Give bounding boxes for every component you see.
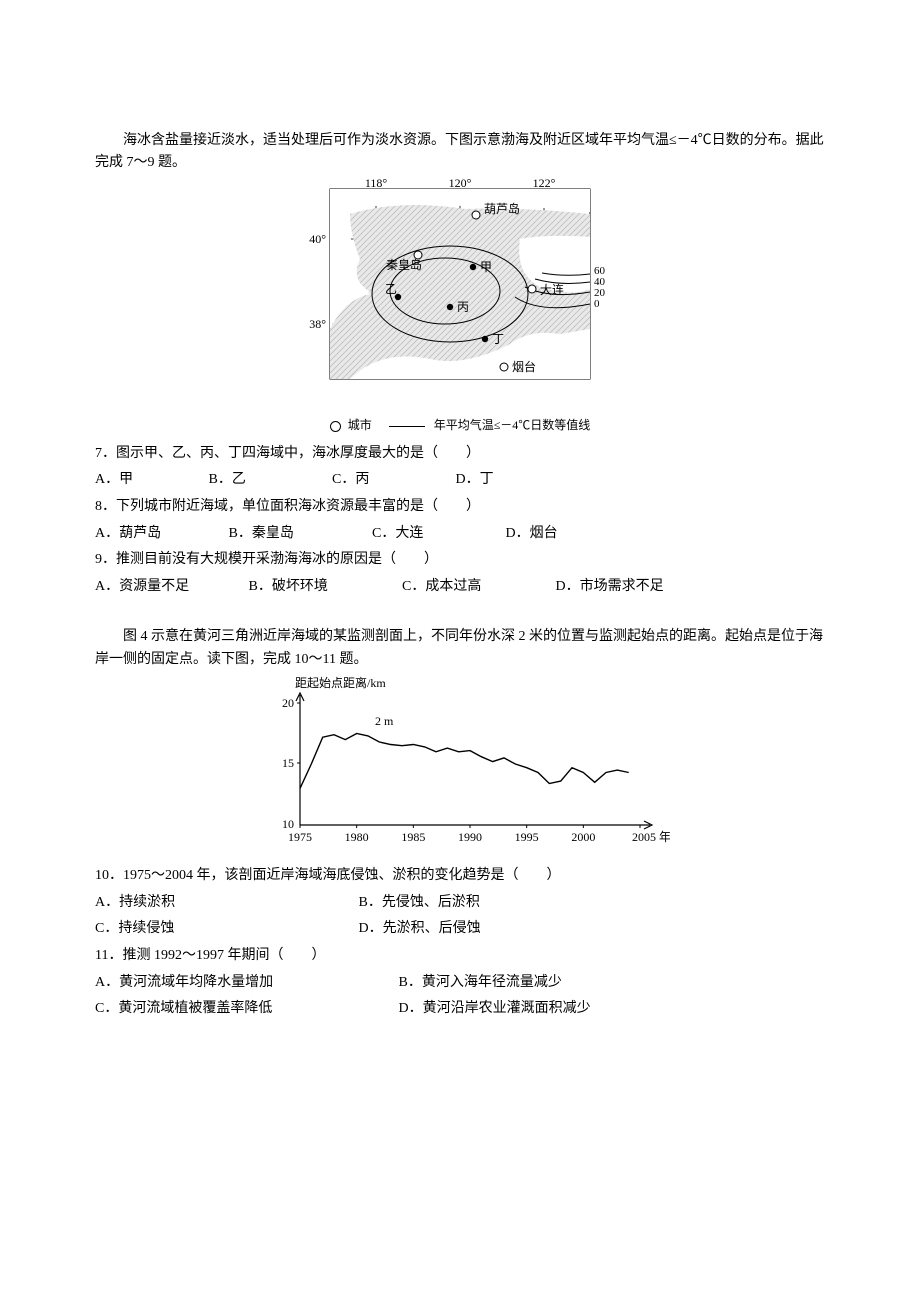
- q9-opt-c: C．成本过高: [402, 574, 552, 601]
- svg-text:距起始点距离/km: 距起始点距离/km: [295, 675, 386, 690]
- q10-opt-a: A．持续淤积: [95, 890, 355, 917]
- bohai-map-svg: 118° 120° 122° 40° 38°: [290, 179, 630, 409]
- q9-options: A．资源量不足 B．破坏环境 C．成本过高 D．市场需求不足: [95, 574, 825, 601]
- q7-opt-c: C．丙: [332, 467, 452, 494]
- map-figure: 118° 120° 122° 40° 38°: [95, 179, 825, 433]
- q7-stem: 7．图示甲、乙、丙、丁四海域中，海冰厚度最大的是（ ）: [95, 441, 825, 468]
- q8-options: A．葫芦岛 B．秦皇岛 C．大连 D．烟台: [95, 521, 825, 548]
- q9-opt-d: D．市场需求不足: [556, 574, 664, 601]
- q7-opt-b: B．乙: [209, 467, 329, 494]
- line-chart-figure: 距起始点距离/km 10 15 20 1975 1980 1985 1990 1995 2…: [95, 675, 825, 855]
- svg-text:1995: 1995: [515, 830, 539, 844]
- svg-text:122°: 122°: [533, 179, 556, 190]
- svg-text:秦皇岛: 秦皇岛: [386, 257, 422, 272]
- block1-intro: 海冰含盐量接近淡水，适当处理后可作为淡水资源。下图示意渤海及附近区域年平均气温≤…: [95, 130, 825, 175]
- svg-text:丁: 丁: [492, 332, 504, 346]
- svg-text:大连: 大连: [540, 282, 564, 297]
- svg-text:1985: 1985: [401, 830, 425, 844]
- q10-opt-b: B．先侵蚀、后淤积: [359, 890, 480, 917]
- q10-stem: 10．1975～2004 年，该剖面近岸海域海底侵蚀、淤积的变化趋势是（ ）: [95, 863, 825, 890]
- q11-opt-a: A．黄河流域年均降水量增加: [95, 970, 395, 997]
- svg-text:38°: 38°: [309, 317, 326, 331]
- q7-options: A．甲 B．乙 C．丙 D．丁: [95, 467, 825, 494]
- svg-text:40°: 40°: [309, 232, 326, 246]
- q11-stem: 11．推测 1992～1997 年期间（ ）: [95, 943, 825, 970]
- q8-opt-c: C．大连: [372, 521, 502, 548]
- q8-stem: 8．下列城市附近海域，单位面积海冰资源最丰富的是（ ）: [95, 494, 825, 521]
- city-marker-icon: [330, 421, 341, 432]
- q11-opt-b: B．黄河入海年径流量减少: [399, 970, 562, 997]
- q10-options: A．持续淤积 B．先侵蚀、后淤积 C．持续侵蚀 D．先淤积、后侵蚀: [95, 890, 825, 943]
- svg-text:1990: 1990: [458, 830, 482, 844]
- line-chart-svg: 距起始点距离/km 10 15 20 1975 1980 1985 1990 1995 2…: [250, 675, 670, 850]
- q11-opt-c: C．黄河流域植被覆盖率降低: [95, 996, 395, 1023]
- q8-opt-b: B．秦皇岛: [229, 521, 369, 548]
- q7-opt-d: D．丁: [456, 467, 494, 494]
- svg-text:葫芦岛: 葫芦岛: [484, 201, 520, 216]
- q10-opt-d: D．先淤积、后侵蚀: [359, 916, 481, 943]
- legend-city-label: 城市: [348, 418, 372, 432]
- q8-opt-a: A．葫芦岛: [95, 521, 225, 548]
- q8-opt-d: D．烟台: [506, 521, 558, 548]
- q9-stem: 9．推测目前没有大规模开采渤海海冰的原因是（ ）: [95, 547, 825, 574]
- q11-options: A．黄河流域年均降水量增加 B．黄河入海年径流量减少 C．黄河流域植被覆盖率降低…: [95, 970, 825, 1023]
- q9-opt-a: A．资源量不足: [95, 574, 245, 601]
- q10-opt-c: C．持续侵蚀: [95, 916, 355, 943]
- svg-text:2000: 2000: [571, 830, 595, 844]
- svg-text:2005 年: 2005 年: [632, 830, 670, 844]
- contour-line-icon: [389, 426, 425, 427]
- svg-text:10: 10: [282, 817, 294, 831]
- svg-text:0: 0: [594, 298, 600, 310]
- svg-text:2 m: 2 m: [375, 714, 394, 728]
- svg-text:20: 20: [282, 696, 294, 710]
- q11-opt-d: D．黄河沿岸农业灌溉面积减少: [399, 996, 591, 1023]
- q9-opt-b: B．破坏环境: [249, 574, 399, 601]
- q7-opt-a: A．甲: [95, 467, 205, 494]
- svg-text:乙: 乙: [385, 282, 397, 296]
- svg-text:丙: 丙: [457, 300, 469, 314]
- svg-text:120°: 120°: [449, 179, 472, 190]
- svg-text:1980: 1980: [345, 830, 369, 844]
- svg-text:甲: 甲: [480, 260, 492, 274]
- map-legend: 城市 年平均气温≤－4℃日数等值线: [95, 416, 825, 433]
- svg-text:烟台: 烟台: [512, 359, 536, 374]
- legend-line-label: 年平均气温≤－4℃日数等值线: [434, 418, 591, 432]
- svg-text:1975: 1975: [288, 830, 312, 844]
- svg-text:118°: 118°: [365, 179, 388, 190]
- svg-text:15: 15: [282, 756, 294, 770]
- block2-intro: 图 4 示意在黄河三角洲近岸海域的某监测剖面上，不同年份水深 2 米的位置与监测…: [95, 626, 825, 671]
